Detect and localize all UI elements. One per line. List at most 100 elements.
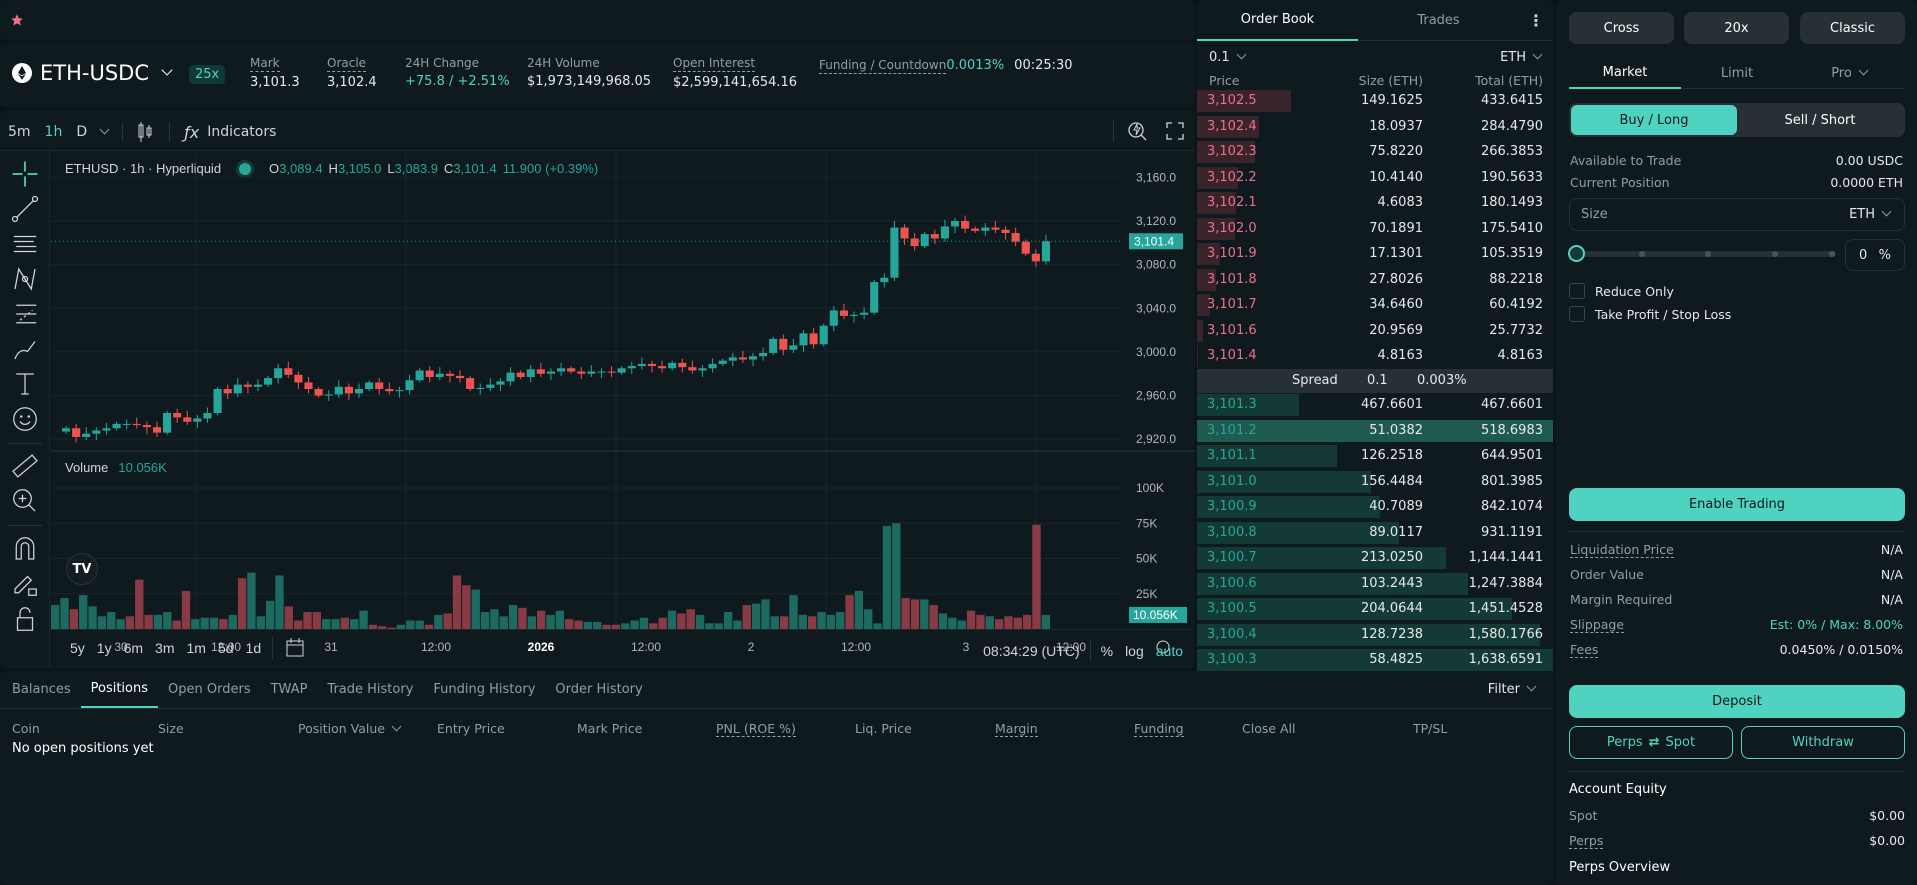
range-1y[interactable]: 1y: [96, 640, 112, 656]
range-6m[interactable]: 6m: [123, 640, 144, 656]
interval-dropdown-icon[interactable]: [99, 124, 110, 134]
reduce-only-checkbox[interactable]: Reduce Only: [1569, 283, 1674, 299]
column-position-value[interactable]: Position Value: [298, 721, 402, 736]
ruler-icon[interactable]: [10, 451, 40, 481]
tab-trade-history[interactable]: Trade History: [327, 682, 414, 697]
size-slider[interactable]: [1568, 245, 1836, 262]
unit-select[interactable]: ETH: [1500, 49, 1543, 65]
tab-positions[interactable]: Positions: [80, 671, 159, 708]
bid-row[interactable]: 3,100.4 128.7238 1,580.1766: [1197, 623, 1553, 647]
tab-trades[interactable]: Trades: [1358, 0, 1519, 41]
size-input[interactable]: Size ETH: [1569, 198, 1905, 231]
goto-date-icon[interactable]: [285, 637, 305, 659]
tab-pro[interactable]: Pro: [1793, 57, 1905, 89]
interval-d[interactable]: D: [76, 124, 88, 140]
ask-row[interactable]: 3,102.0 70.1891 175.5410: [1197, 217, 1553, 241]
percent-input[interactable]: 0 %: [1845, 239, 1905, 271]
buy-long-button[interactable]: Buy / Long: [1571, 105, 1737, 135]
enable-trading-button[interactable]: Enable Trading: [1569, 488, 1905, 521]
emoji-icon[interactable]: [10, 404, 40, 434]
tpsl-checkbox[interactable]: Take Profit / Stop Loss: [1569, 306, 1731, 322]
spread-percent: 0.003%: [1417, 373, 1467, 388]
price-chart[interactable]: 3,160.0 3,120.0 3,080.0 3,040.0 3,000.0 2,960…: [51, 151, 1195, 668]
tab-funding-history[interactable]: Funding History: [433, 682, 536, 697]
indicators-button[interactable]: Indicators: [207, 124, 277, 140]
tab-order-book[interactable]: Order Book: [1197, 0, 1358, 41]
ask-row[interactable]: 3,101.7 34.6460 60.4192: [1197, 293, 1553, 317]
text-icon[interactable]: [10, 369, 40, 399]
deposit-button[interactable]: Deposit: [1569, 685, 1905, 718]
bid-row[interactable]: 3,100.5 204.0644 1,451.4528: [1197, 597, 1553, 621]
utc-clock[interactable]: 08:34:29 (UTC): [983, 643, 1080, 659]
depth-bar: [1197, 649, 1553, 671]
interval-5m[interactable]: 5m: [8, 124, 31, 140]
mode-button[interactable]: Classic: [1800, 12, 1905, 44]
ask-row[interactable]: 3,101.4 4.8163 4.8163: [1197, 344, 1553, 368]
tab-market[interactable]: Market: [1569, 57, 1681, 89]
ask-row[interactable]: 3,102.1 4.6083 180.1493: [1197, 191, 1553, 215]
unlock-icon[interactable]: [10, 604, 40, 634]
size-unit-select[interactable]: ETH: [1849, 206, 1892, 222]
bid-row[interactable]: 3,100.6 103.2443 1,247.3884: [1197, 572, 1553, 596]
column-margin[interactable]: Margin: [995, 721, 1038, 737]
ask-row[interactable]: 3,102.3 75.8220 266.3853: [1197, 140, 1553, 164]
withdraw-button[interactable]: Withdraw: [1741, 726, 1905, 759]
range-1d[interactable]: 1d: [245, 640, 262, 656]
tab-order-history[interactable]: Order History: [555, 682, 643, 697]
pattern-icon[interactable]: [10, 264, 40, 294]
horizontal-lines-icon[interactable]: [10, 229, 40, 259]
star-icon[interactable]: [10, 13, 24, 27]
ask-row[interactable]: 3,102.4 18.0937 284.4790: [1197, 115, 1553, 139]
bid-row[interactable]: 3,101.3 467.6601 467.6601: [1197, 393, 1553, 417]
interval-1h[interactable]: 1h: [44, 124, 63, 140]
range-5d[interactable]: 5d: [217, 640, 234, 656]
bid-row[interactable]: 3,101.0 156.4484 801.3985: [1197, 470, 1553, 494]
slider-handle[interactable]: [1568, 245, 1585, 262]
tab-open-orders[interactable]: Open Orders: [168, 682, 251, 697]
bid-row[interactable]: 3,101.2 51.0382 518.6983: [1197, 419, 1553, 443]
crosshair-icon[interactable]: [10, 159, 40, 189]
symbol-selector[interactable]: ETH-USDC: [12, 61, 173, 85]
bid-row[interactable]: 3,101.1 126.2518 644.9501: [1197, 444, 1553, 468]
bid-row[interactable]: 3,100.7 213.0250 1,144.1441: [1197, 546, 1553, 570]
range-1m[interactable]: 1m: [186, 640, 206, 656]
column-close-all[interactable]: Close All: [1242, 721, 1296, 736]
tick-size-select[interactable]: 0.1: [1209, 49, 1247, 65]
candle-type-icon[interactable]: [137, 122, 153, 142]
more-options-icon[interactable]: ⋮: [1519, 0, 1553, 41]
ask-row[interactable]: 3,102.2 10.4140 190.5633: [1197, 166, 1553, 190]
fullscreen-icon[interactable]: [1166, 122, 1184, 140]
tab-twap[interactable]: TWAP: [270, 682, 308, 697]
svg-text:2: 2: [748, 640, 755, 654]
bid-row[interactable]: 3,100.8 89.0117 931.1191: [1197, 521, 1553, 545]
sell-short-button[interactable]: Sell / Short: [1784, 112, 1856, 128]
ask-row[interactable]: 3,101.6 20.9569 25.7732: [1197, 319, 1553, 343]
filter-dropdown[interactable]: Filter: [1488, 681, 1537, 697]
fib-icon[interactable]: [10, 299, 40, 329]
margin-mode-button[interactable]: Cross: [1569, 12, 1674, 44]
column-pnl-roe-[interactable]: PNL (ROE %): [716, 721, 796, 737]
bid-row[interactable]: 3,100.9 40.7089 842.1074: [1197, 495, 1553, 519]
column-funding[interactable]: Funding: [1134, 721, 1184, 737]
ask-row[interactable]: 3,101.8 27.8026 88.2218: [1197, 268, 1553, 292]
tab-limit[interactable]: Limit: [1720, 65, 1754, 81]
range-3m[interactable]: 3m: [155, 640, 175, 656]
range-5y[interactable]: 5y: [70, 640, 85, 656]
ask-row[interactable]: 3,102.5 149.1625 433.6415: [1197, 89, 1553, 113]
leverage-button[interactable]: 20x: [1684, 12, 1789, 44]
log-toggle[interactable]: log: [1125, 643, 1144, 659]
tab-balances[interactable]: Balances: [12, 682, 71, 697]
quick-search-icon[interactable]: [1127, 119, 1149, 143]
bid-row[interactable]: 3,100.3 58.4825 1,638.6591: [1197, 648, 1553, 672]
zoom-in-icon[interactable]: [10, 486, 40, 516]
brush-icon[interactable]: [10, 334, 40, 364]
trendline-icon[interactable]: [10, 194, 40, 224]
ask-row[interactable]: 3,101.9 17.1301 105.3519: [1197, 242, 1553, 266]
lock-drawings-icon[interactable]: [10, 569, 40, 599]
transfer-button[interactable]: Perps ⇄ Spot: [1569, 726, 1733, 759]
auto-toggle[interactable]: auto: [1155, 643, 1183, 659]
magnet-icon[interactable]: [10, 534, 40, 564]
tradingview-logo[interactable]: TV: [66, 553, 98, 585]
column-coin: Coin: [12, 721, 40, 736]
percent-toggle[interactable]: %: [1100, 643, 1114, 659]
